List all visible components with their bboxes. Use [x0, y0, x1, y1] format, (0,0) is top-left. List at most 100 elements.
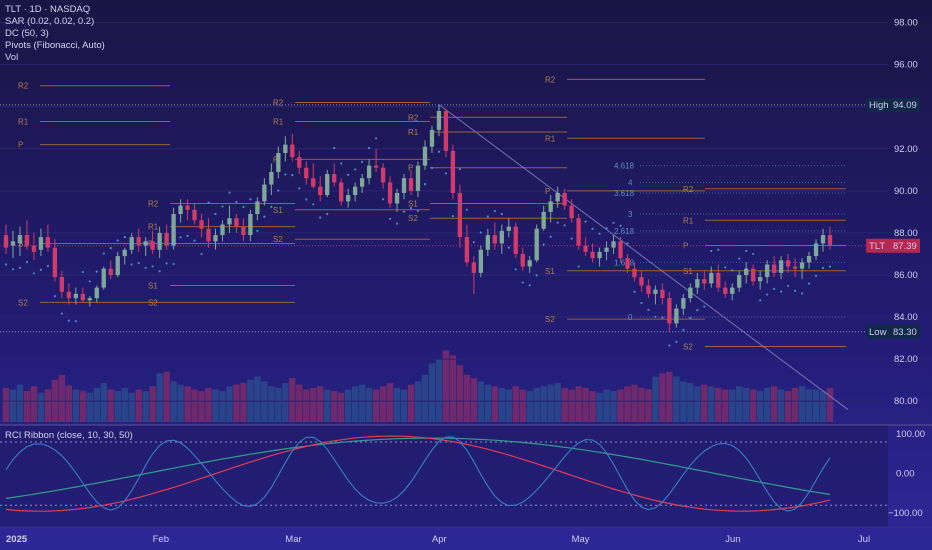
candle-body: [283, 144, 288, 154]
sar-dot: [193, 239, 196, 242]
sar-dot: [619, 224, 622, 227]
pivot-label: R2: [273, 99, 284, 108]
high-value-box: [890, 97, 920, 112]
candle-body: [122, 249, 127, 257]
candle-body: [276, 153, 281, 172]
volume-bar: [414, 381, 422, 422]
volume-bar: [784, 391, 792, 422]
rci-legend[interactable]: RCI Ribbon (close, 10, 30, 50): [5, 430, 133, 441]
volume-bar: [16, 384, 24, 422]
volume-bar: [805, 389, 813, 422]
sar-dot: [116, 239, 119, 242]
sar-dot: [507, 246, 510, 249]
rci-tick-label: 0.00: [896, 469, 915, 480]
pivot-label: R2: [408, 113, 419, 122]
candle-body: [59, 277, 65, 292]
volume-bar: [421, 374, 429, 422]
volume-bar: [254, 376, 261, 422]
sar-dot: [270, 205, 273, 208]
volume-bar: [589, 391, 596, 422]
volume-bar: [72, 389, 80, 422]
sar-dot: [612, 221, 615, 224]
sar-dot: [60, 312, 63, 315]
candle-body: [359, 178, 365, 187]
price-tick-label: 90.00: [894, 186, 918, 197]
candle-body: [332, 174, 337, 183]
sar-dot: [542, 243, 545, 246]
volume-bar: [142, 391, 149, 422]
volume-bar: [351, 386, 359, 422]
time-tick-label: 2025: [6, 534, 28, 545]
volume-bar: [680, 381, 687, 422]
legend-dc[interactable]: DC (50, 3): [5, 28, 49, 39]
candle-body: [129, 237, 134, 250]
volume-bar: [386, 383, 394, 422]
price-tick-label: 84.00: [894, 312, 918, 323]
volume-bar: [407, 384, 415, 422]
sar-dot: [298, 187, 301, 190]
candle-body: [827, 235, 833, 246]
candle-body: [569, 205, 574, 219]
candle-body: [248, 214, 253, 236]
sar-dot: [437, 150, 441, 153]
candle-body: [17, 235, 23, 244]
candle-body: [227, 218, 232, 225]
fib-label: 0: [628, 313, 633, 322]
candle-body: [52, 247, 58, 278]
volume-bar: [736, 386, 743, 422]
candle-body: [562, 192, 567, 206]
volume-bar: [379, 386, 387, 422]
sar-dot: [186, 234, 189, 237]
volume-bar: [9, 389, 17, 422]
legend-symbol[interactable]: TLT · 1D · NASDAQ: [5, 4, 91, 15]
pivot-label: R1: [408, 128, 419, 137]
sar-dot: [821, 266, 825, 270]
time-tick-label: May: [572, 534, 590, 545]
volume-bar: [44, 389, 52, 422]
candle-body: [387, 182, 393, 204]
volume-bar: [393, 387, 401, 422]
sar-dot: [828, 265, 832, 268]
sar-dot: [228, 191, 231, 194]
sar-dot: [745, 249, 748, 253]
volume-bar: [533, 387, 540, 422]
sar-dot: [731, 269, 734, 272]
pivot-label: S1: [273, 206, 283, 215]
sar-dot: [137, 261, 140, 265]
sar-dot: [39, 268, 43, 271]
legend-vol[interactable]: Vol: [5, 52, 19, 63]
volume-bar: [310, 387, 317, 422]
candle-body: [723, 287, 728, 294]
sar-dot: [18, 266, 22, 269]
sar-dot: [577, 265, 580, 268]
candle-body: [660, 289, 665, 299]
volume-bar: [331, 391, 338, 422]
sar-dot: [696, 309, 699, 312]
volume-bar: [701, 384, 708, 422]
volume-bar: [645, 389, 652, 422]
sar-dot: [256, 229, 259, 232]
sar-dot: [221, 205, 224, 208]
sar-dot: [158, 270, 161, 273]
sar-dot: [284, 173, 287, 176]
legend-pivots[interactable]: Pivots (Fibonacci, Auto): [5, 40, 105, 51]
volume-bar: [442, 350, 450, 422]
sar-dot: [53, 295, 56, 298]
sar-dot: [479, 231, 482, 234]
sar-dot: [472, 241, 475, 244]
candle-body: [597, 251, 602, 259]
volume-bar: [324, 389, 331, 422]
sar-dot: [689, 316, 692, 319]
legend-sar[interactable]: SAR (0.02, 0.02, 0.2): [5, 16, 95, 27]
candle-body: [304, 167, 309, 179]
candle-body: [408, 178, 414, 191]
candle-body: [771, 264, 777, 273]
candle-body: [534, 228, 539, 261]
pivot-label: S2: [545, 315, 555, 324]
volume-bar: [219, 391, 226, 422]
volume-bar: [114, 391, 121, 422]
sar-dot: [773, 287, 776, 290]
sar-dot: [165, 262, 168, 265]
candle-body: [646, 285, 651, 294]
